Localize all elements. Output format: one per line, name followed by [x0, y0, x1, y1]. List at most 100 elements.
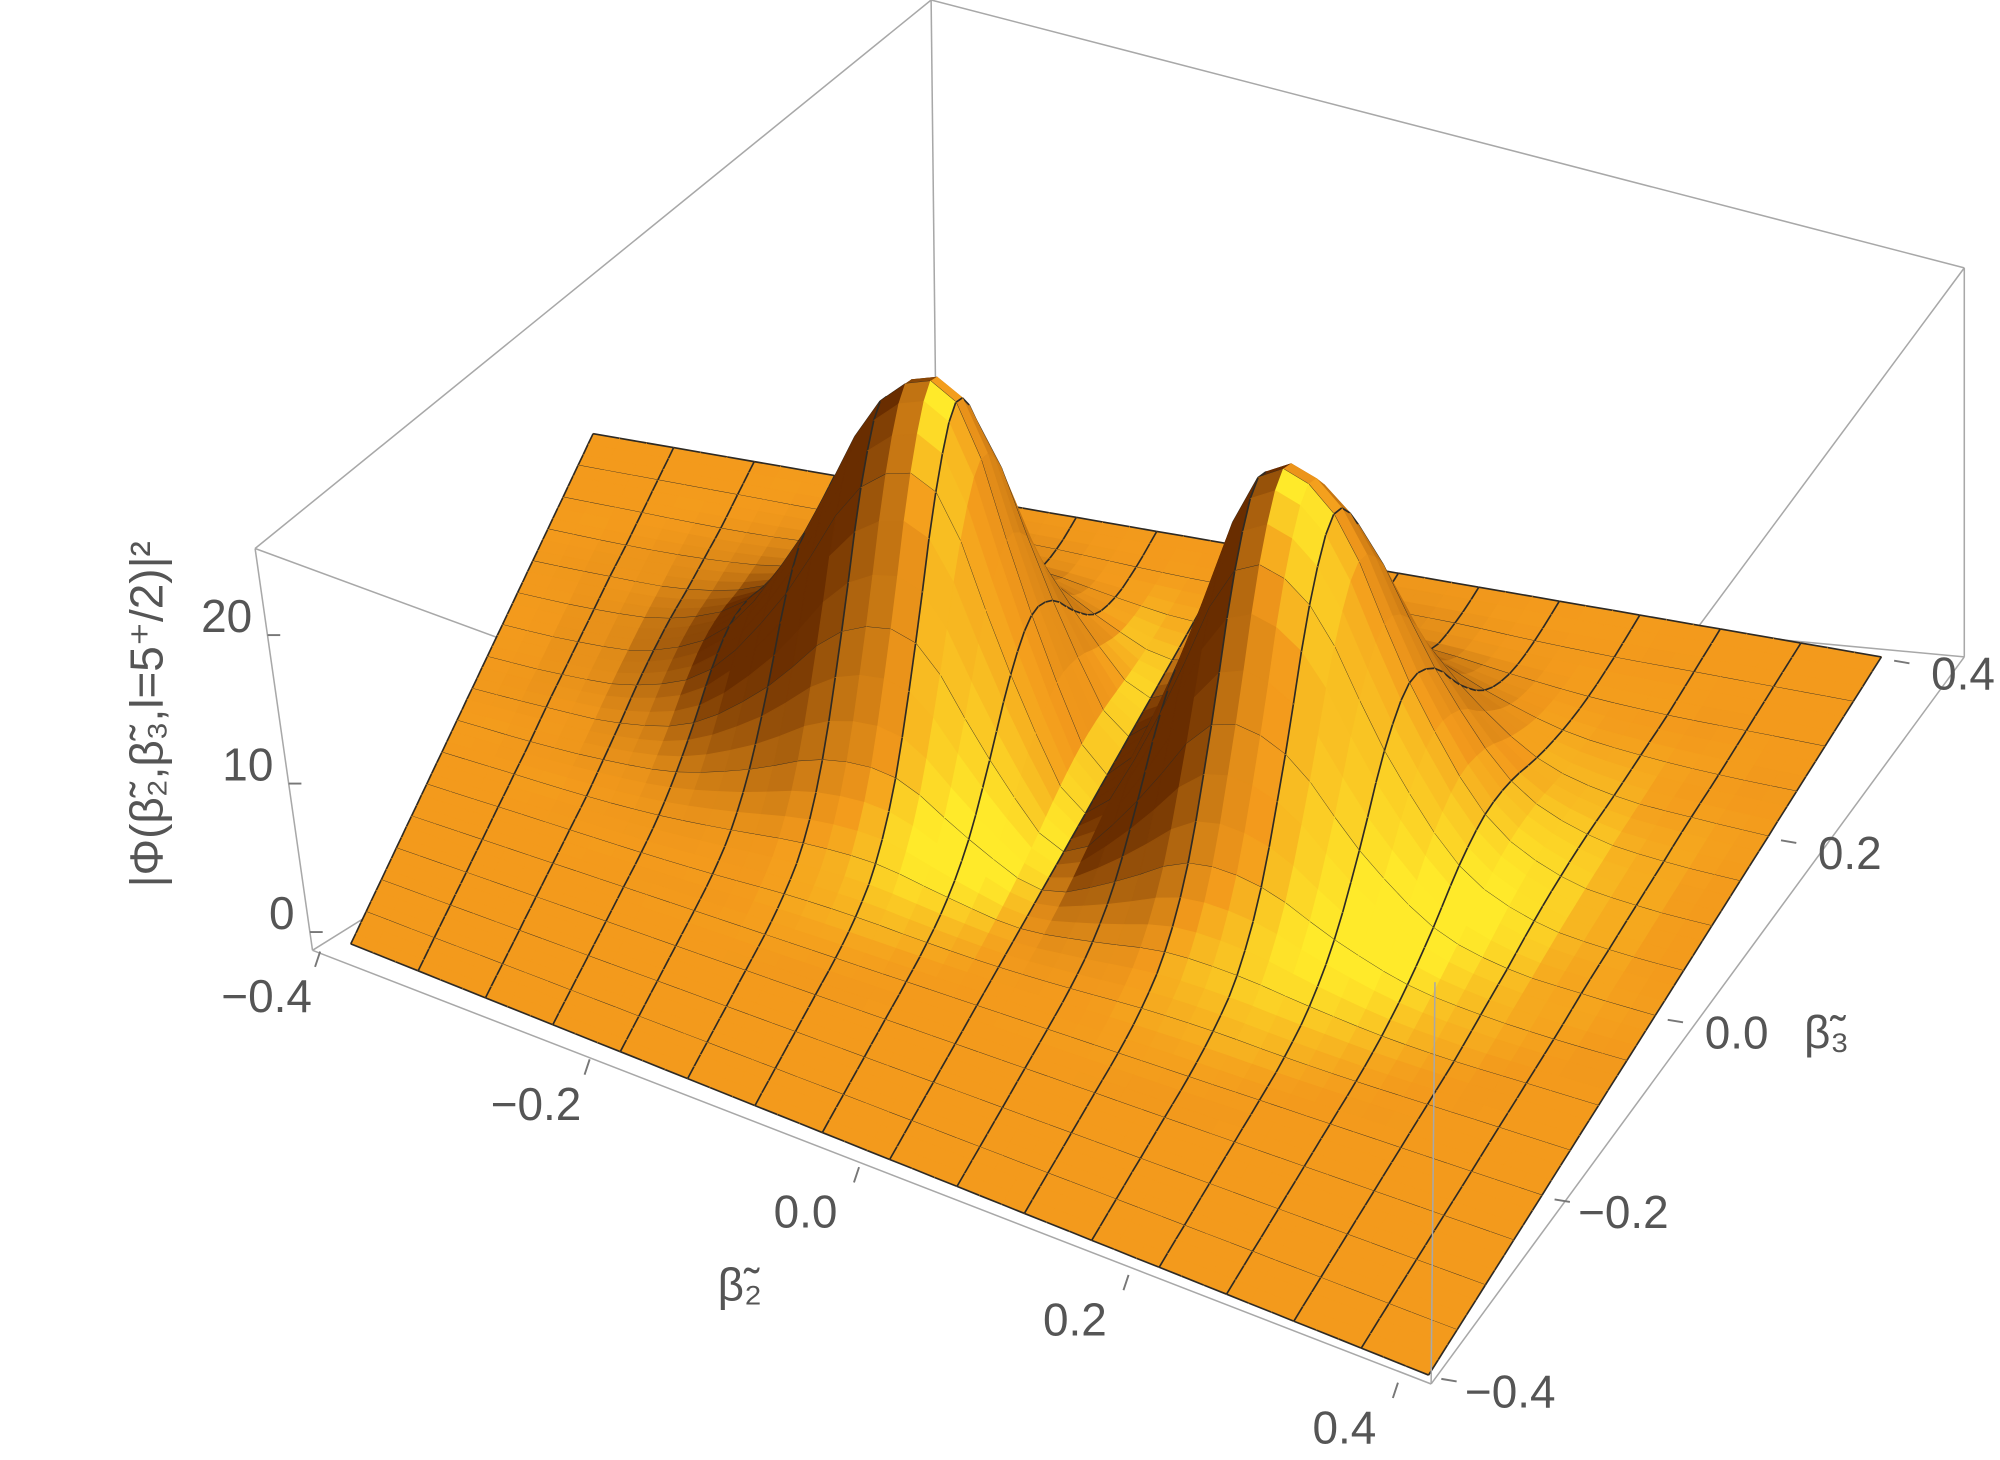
mesh-line — [783, 879, 792, 895]
mesh-line — [1124, 1024, 1135, 1040]
mesh-line — [1194, 774, 1205, 822]
mesh-line — [641, 661, 649, 675]
mesh-line — [523, 908, 531, 920]
mesh-line — [551, 507, 559, 520]
mesh-line — [1076, 516, 1104, 523]
mesh-line — [827, 958, 836, 972]
mesh-line — [1389, 1002, 1400, 1021]
mesh-line — [471, 677, 478, 690]
mesh-line — [1461, 1030, 1473, 1047]
mesh-line — [1497, 968, 1508, 986]
mesh-line — [1484, 801, 1495, 816]
mesh-line — [981, 760, 991, 789]
mesh-line — [1510, 772, 1520, 782]
mesh-line — [669, 608, 677, 620]
mesh-line — [757, 934, 766, 948]
mesh-line — [774, 1056, 783, 1070]
mesh-line — [1049, 511, 1077, 519]
mesh-line — [842, 1082, 851, 1096]
mesh-line — [1069, 826, 1079, 840]
mesh-line — [1136, 772, 1146, 802]
mesh-line — [1781, 657, 1793, 673]
mesh-line — [513, 763, 521, 776]
mesh-line — [1653, 861, 1665, 878]
mesh-line — [1200, 1183, 1210, 1199]
x-tick — [583, 1059, 591, 1075]
mesh-line — [485, 997, 509, 1008]
mesh-line — [462, 988, 486, 999]
mesh-line — [1635, 890, 1646, 907]
mesh-line — [662, 957, 671, 971]
mesh-line — [1341, 507, 1351, 514]
mesh-line — [1187, 1062, 1198, 1078]
mesh-line — [631, 1016, 640, 1029]
mesh-line — [1373, 1176, 1384, 1192]
mesh-line — [948, 402, 957, 423]
mesh-line — [1277, 1194, 1288, 1210]
mesh-line — [1378, 1303, 1390, 1320]
mesh-line — [716, 639, 724, 655]
mesh-line — [1433, 1215, 1445, 1231]
mesh-line — [563, 829, 571, 842]
mesh-line — [687, 910, 695, 924]
mesh-line — [844, 1140, 868, 1152]
mesh-line — [1234, 1265, 1245, 1281]
mesh-line — [1693, 623, 1721, 630]
mesh-line — [1100, 604, 1109, 612]
mesh-line — [1266, 1072, 1277, 1088]
mesh-line — [454, 883, 462, 895]
mesh-line — [495, 963, 504, 976]
mesh-line — [1484, 686, 1493, 692]
mesh-line — [1135, 711, 1144, 725]
mesh-line — [596, 759, 604, 773]
mesh-line — [1451, 581, 1479, 588]
mesh-line — [988, 731, 998, 761]
mesh-line — [663, 787, 672, 803]
mesh-line — [536, 539, 544, 552]
mesh-line — [953, 860, 963, 881]
mesh-line — [815, 760, 824, 793]
mesh-line — [1871, 656, 1883, 673]
mesh-line — [529, 730, 536, 743]
mesh-line — [512, 930, 520, 943]
mesh-line — [1212, 1014, 1222, 1033]
mesh-line — [1505, 591, 1533, 598]
mesh-line — [1432, 906, 1443, 929]
mesh-line — [490, 975, 498, 988]
mesh-line — [622, 875, 630, 888]
mesh-line — [1772, 671, 1784, 688]
mesh-line — [417, 970, 441, 981]
mesh-line — [1183, 1211, 1194, 1227]
y-tick — [1441, 1377, 1457, 1383]
mesh-line — [557, 1001, 566, 1014]
mesh-line — [1046, 1221, 1070, 1233]
mesh-line — [651, 480, 659, 492]
mesh-line — [475, 839, 483, 852]
mesh-line — [1415, 1244, 1427, 1261]
x-tick-label: 0.0 — [774, 1186, 838, 1238]
mesh-line — [1243, 1251, 1254, 1267]
mesh-line — [459, 872, 467, 885]
mesh-line — [1571, 993, 1582, 1010]
mesh-line — [1692, 940, 1703, 957]
mesh-line — [807, 994, 816, 1008]
mesh-line — [854, 901, 863, 918]
mesh-line — [550, 685, 558, 698]
mesh-line — [551, 852, 560, 865]
mesh-line — [693, 898, 701, 912]
mesh-line — [614, 555, 622, 567]
mesh-line — [884, 1006, 893, 1021]
mesh-line — [587, 609, 595, 621]
mesh-line — [619, 1050, 644, 1062]
mesh-line — [1236, 950, 1246, 977]
mesh-line — [1552, 1024, 1564, 1041]
mesh-line — [1568, 848, 1579, 863]
y-tick-label: −0.2 — [1578, 1186, 1669, 1238]
mesh-line — [591, 772, 599, 786]
mesh-line — [731, 982, 740, 996]
mesh-line — [993, 1107, 1003, 1122]
mesh-line — [891, 994, 900, 1008]
mesh-line — [1533, 628, 1544, 642]
mesh-line — [1171, 897, 1182, 928]
mesh-line — [673, 446, 701, 454]
